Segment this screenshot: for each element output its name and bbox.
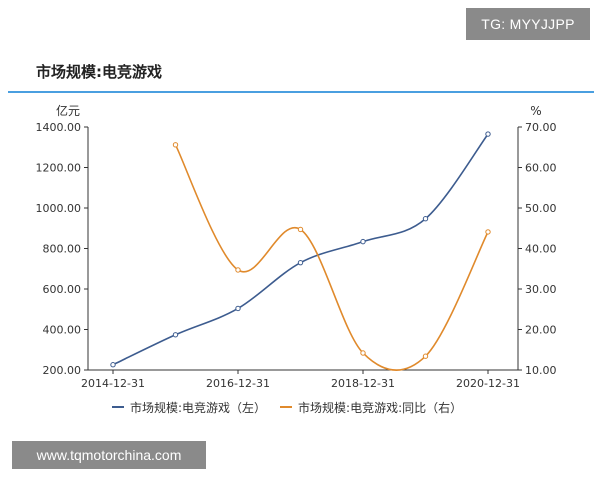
y-right-unit: % xyxy=(530,104,541,118)
x-tick-label: 2016-12-31 xyxy=(206,377,270,390)
y-left-unit: 亿元 xyxy=(56,103,80,118)
watermark-top-right: TG: MYYJJPP xyxy=(466,8,590,40)
y-right-tick-label: 30.00 xyxy=(525,283,557,296)
y-right-tick-label: 70.00 xyxy=(525,121,557,134)
series-line-left xyxy=(112,133,489,366)
y-left-tick-label: 800.00 xyxy=(43,243,82,256)
legend-item-right-series: 市场规模:电竞游戏:同比（右） xyxy=(280,399,462,416)
data-point-right xyxy=(485,229,491,235)
data-point-right xyxy=(297,226,304,233)
data-point-left xyxy=(172,332,179,338)
y-left-tick-label: 200.00 xyxy=(43,364,82,377)
y-right-tick-label: 10.00 xyxy=(525,364,557,377)
y-right-tick-label: 40.00 xyxy=(525,243,557,256)
y-right-tick-label: 60.00 xyxy=(525,162,557,175)
title-divider xyxy=(8,91,594,93)
data-point-left xyxy=(485,131,491,137)
legend-swatch-left xyxy=(112,406,124,408)
data-point-left xyxy=(422,216,429,222)
x-tick-label: 2018-12-31 xyxy=(331,377,395,390)
legend-swatch-right xyxy=(280,406,293,408)
watermark-bottom-left: www.tqmotorchina.com xyxy=(12,441,206,469)
legend-item-left-series: 市场规模:电竞游戏（左） xyxy=(112,399,266,416)
data-point-left xyxy=(235,305,241,312)
x-tick-label: 2014-12-31 xyxy=(81,377,145,390)
data-point-right xyxy=(360,350,366,356)
y-left-tick-label: 1200.00 xyxy=(36,162,82,175)
y-left-tick-label: 600.00 xyxy=(43,283,82,296)
data-point-left xyxy=(297,259,304,266)
legend-label-right: 市场规模:电竞游戏:同比（右） xyxy=(298,400,463,415)
chart-legend: 市场规模:电竞游戏（左） 市场规模:电竞游戏:同比（右） xyxy=(112,397,476,417)
data-point-right xyxy=(235,267,241,273)
y-left-tick-label: 1000.00 xyxy=(36,202,82,215)
legend-label-left: 市场规模:电竞游戏（左） xyxy=(130,400,267,415)
data-point-right xyxy=(172,142,179,148)
y-right-tick-label: 50.00 xyxy=(525,202,557,215)
series-line-right xyxy=(174,144,489,371)
y-right-tick-label: 20.00 xyxy=(525,324,557,337)
y-left-tick-label: 400.00 xyxy=(43,324,82,337)
data-point-right xyxy=(422,353,429,359)
data-point-left xyxy=(360,238,366,245)
y-left-tick-label: 1400.00 xyxy=(36,121,82,134)
data-point-left xyxy=(110,362,116,368)
x-tick-label: 2020-12-31 xyxy=(456,377,520,390)
chart-title: 市场规模:电竞游戏 xyxy=(36,63,162,81)
